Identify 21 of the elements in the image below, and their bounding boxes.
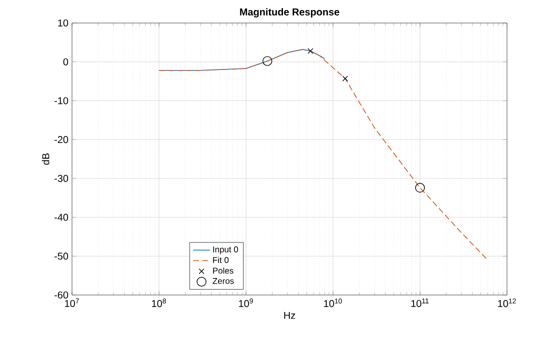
x-tick-label: 10$^{10}$: [324, 298, 342, 308]
legend-label: Zeros: [212, 278, 234, 284]
x-tick-label: 10$^{7}$: [65, 298, 79, 308]
y-tick-label: -20: [54, 136, 68, 144]
y-tick-label: -40: [54, 214, 68, 221]
legend-label: Poles: [213, 267, 234, 274]
x-tick-label: 10$^{8}$: [152, 298, 166, 308]
y-tick-label: -10: [54, 97, 68, 104]
y-tick-label: -30: [54, 174, 68, 182]
legend-label: Fit 0: [213, 256, 229, 264]
y-tick-label: -60: [54, 291, 68, 299]
y-tick-label: 0: [63, 58, 68, 66]
x-tick-label: 10$^{11}$: [411, 298, 429, 308]
chart-title: Magnitude Response: [240, 8, 340, 18]
legend-label: Input 0: [213, 246, 238, 254]
x-axis-title: Hz: [284, 312, 296, 319]
y-axis-title: dB: [42, 153, 50, 165]
y-tick-label: -50: [54, 252, 68, 260]
x-tick-label: 10$^{9}$: [239, 298, 253, 308]
x-tick-label: 10$^{12}$: [498, 298, 516, 308]
y-tick-label: 10: [58, 19, 68, 27]
